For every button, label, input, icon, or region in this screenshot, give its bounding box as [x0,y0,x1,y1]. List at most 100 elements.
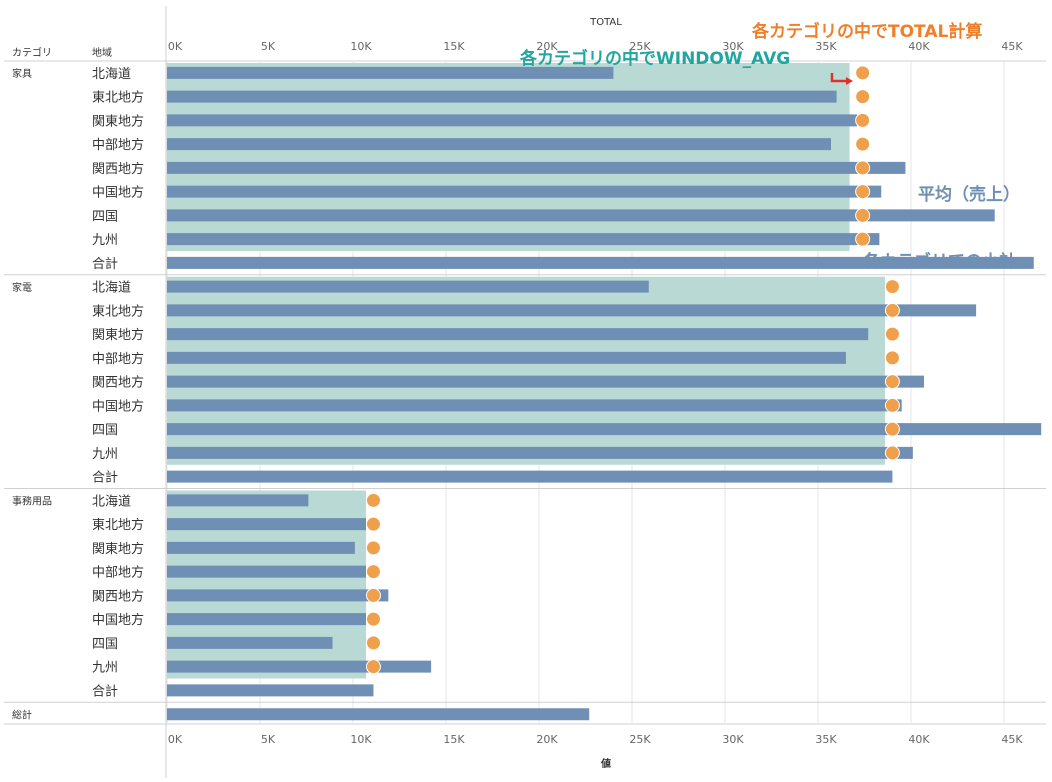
bar [167,589,389,602]
top-tick-label: 10K [350,40,372,53]
region-label: 中部地方 [92,565,144,581]
region-label: 九州 [92,661,118,676]
category-label: 家電 [12,281,32,294]
bar [167,446,913,459]
subtotal-label: 合計 [92,683,118,699]
region-label: 四国 [92,423,118,438]
bar [167,328,869,341]
bar [167,114,858,127]
total-marker-dot [365,587,381,603]
bottom-axis-title: 値 [600,757,611,770]
region-label: 関西地方 [92,588,144,604]
bar [167,185,882,198]
annotation-arrow-icon [830,73,848,83]
bar [167,375,925,388]
total-marker-dot [884,397,900,413]
bar [167,233,880,246]
bar [167,90,837,103]
total-marker-dot [855,184,871,200]
grand-total-label: 総計 [12,708,32,721]
subtotal-bar [167,256,1034,269]
total-marker-dot [884,445,900,461]
category-label: 家具 [12,67,32,80]
total-marker-dot [855,136,871,152]
total-marker-dot [884,350,900,366]
bar [167,494,309,507]
top-tick-label: 0K [168,40,183,53]
bottom-tick-label: 15K [443,733,465,746]
total-marker-dot [884,279,900,295]
total-marker-dot [365,516,381,532]
bar [167,138,832,151]
subtotal-label: 合計 [92,256,118,272]
subtotal-bar [167,684,374,697]
top-tick-label: 40K [908,40,930,53]
bottom-tick-label: 35K [815,733,837,746]
region-label: 東北地方 [92,517,144,533]
region-label: 中国地方 [92,185,144,201]
category-label: 事務用品 [12,495,52,508]
bottom-tick-label: 10K [350,733,372,746]
total-marker-dot [365,564,381,580]
region-label: 関西地方 [92,375,144,391]
bottom-tick-label: 40K [908,733,930,746]
annotation-total: 各カテゴリの中でTOTAL計算 [751,21,982,42]
total-marker-dot [855,65,871,81]
region-label: 東北地方 [92,303,144,319]
total-markers [365,65,900,675]
top-tick-label: 30K [722,40,744,53]
total-marker-dot [884,302,900,318]
subtotal-bar [167,470,893,483]
total-marker-dot [855,207,871,223]
region-label: 北海道 [92,281,131,296]
total-marker-dot [855,89,871,105]
region-label: 北海道 [92,494,131,509]
region-label: 九州 [92,447,118,462]
region-label: 中国地方 [92,612,144,628]
bar [167,399,902,412]
total-marker-dot [855,231,871,247]
total-marker-dot [884,374,900,390]
region-label: 関東地方 [92,327,144,343]
top-tick-label: 45K [1001,40,1023,53]
bar [167,280,649,293]
top-axis-title: TOTAL [589,17,622,28]
arrowhead-icon [846,77,853,85]
top-tick-label: 20K [536,40,558,53]
total-marker-dot [365,611,381,627]
region-label: 北海道 [92,67,131,82]
total-marker-dot [365,540,381,556]
total-marker-dot [365,492,381,508]
total-marker-dot [884,421,900,437]
region-column-header: 地域 [92,46,112,59]
bar [167,209,995,222]
bar [167,636,333,649]
total-marker-dot [365,659,381,675]
region-label: 東北地方 [92,90,144,106]
bar [167,541,355,554]
annotation-window-avg: 各カテゴリの中でWINDOW_AVG [519,48,790,69]
region-label: 中国地方 [92,398,144,414]
region-label: 関東地方 [92,541,144,557]
subtotal-label: 合計 [92,470,118,486]
region-label: 四国 [92,637,118,652]
total-marker-dot [855,160,871,176]
top-tick-label: 5K [261,40,276,53]
region-label: 中部地方 [92,351,144,367]
region-label: 九州 [92,233,118,248]
bar [167,518,367,531]
bottom-tick-label: 45K [1001,733,1023,746]
region-label: 四国 [92,209,118,224]
top-tick-label: 25K [629,40,651,53]
bars [167,66,1042,721]
bar [167,66,614,79]
bar [167,351,846,364]
bar [167,161,906,174]
bottom-tick-label: 20K [536,733,558,746]
top-tick-label: 35K [815,40,837,53]
bottom-tick-label: 25K [629,733,651,746]
total-marker-dot [855,112,871,128]
bar [167,613,367,626]
annotation-subtotal: 各カテゴリでの小計 [862,251,1016,272]
